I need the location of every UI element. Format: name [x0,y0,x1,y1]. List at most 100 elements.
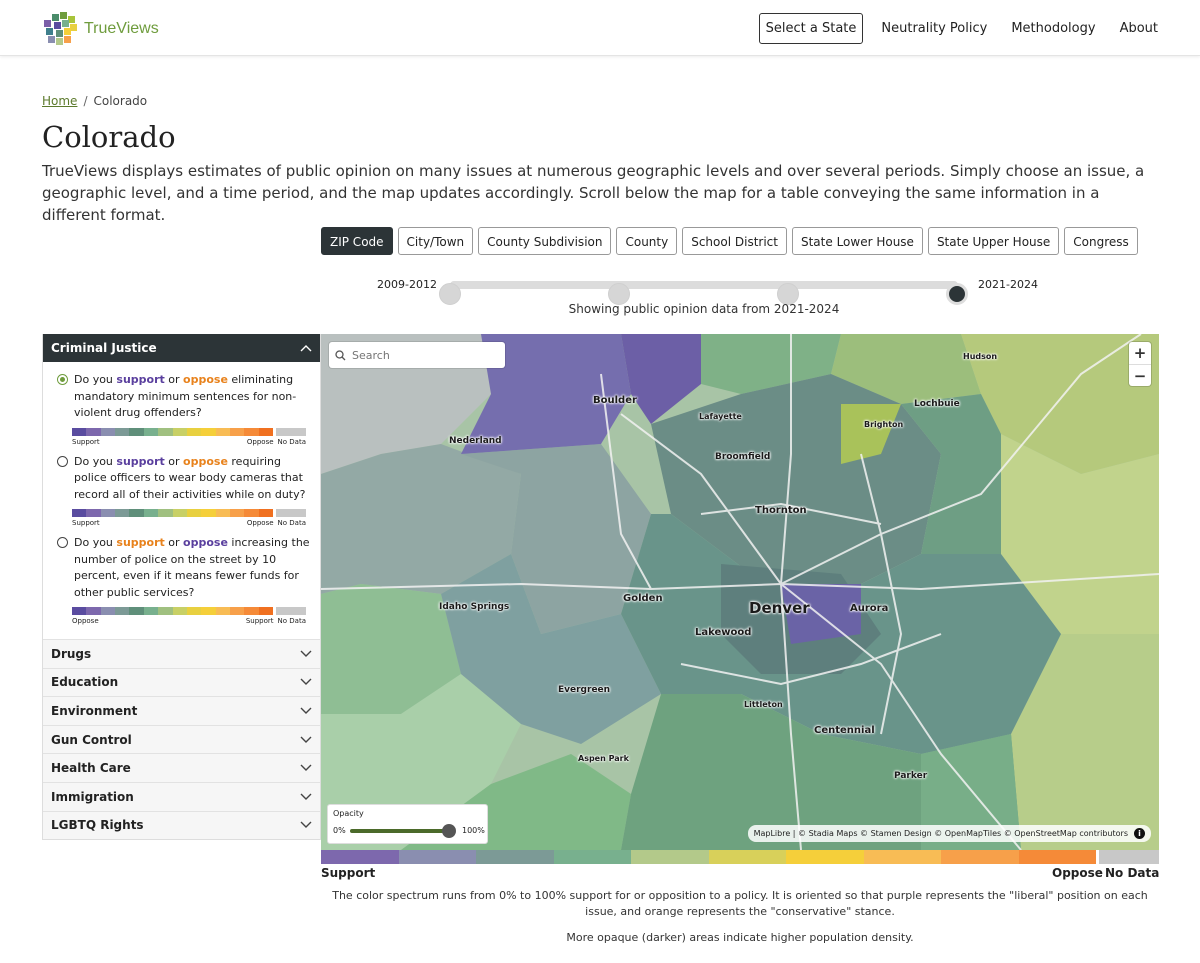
category-gun-control[interactable]: Gun Control [43,724,320,754]
legend-swatch [100,427,116,436]
select-state-button[interactable]: Select a State [758,13,864,44]
nav-methodology-link[interactable]: Methodology [1011,21,1096,36]
map-search[interactable] [329,342,505,368]
nav-about-link[interactable]: About [1119,21,1158,36]
question-or: or [164,536,184,549]
nav-neutrality-link[interactable]: Neutrality Policy [881,21,988,36]
city-label-denver: Denver [749,599,810,617]
category-criminal-justice[interactable]: Criminal Justice [43,334,320,362]
breadcrumb-home-link[interactable]: Home [42,94,78,108]
question-option[interactable]: Do you support or oppose increasing the … [57,535,312,601]
color-scale-legend [321,850,1159,864]
category-environment[interactable]: Environment [43,696,320,725]
legend-swatch [72,509,87,517]
category-label: LGBTQ Rights [51,818,144,833]
opacity-slider-track[interactable] [350,829,450,833]
legend-swatch [941,850,1019,864]
legend-swatch [201,509,216,517]
info-icon[interactable]: i [1134,828,1145,839]
question-rest: requiring police officers to wear body c… [74,454,306,501]
legend-explanation: The color spectrum runs from 0% to 100% … [332,889,1148,918]
time-period-slider: 2009-2012 2021-2024 [0,272,1200,305]
time-knob-1[interactable] [608,283,630,305]
chevron-down-icon [300,678,312,686]
map-attribution: MapLibre | © Stadia Maps © Stamen Design… [747,825,1151,842]
legend-swatch [229,509,245,517]
geo-tab-zip-code[interactable]: ZIP Code [321,227,393,255]
city-label-aspen-park: Aspen Park [578,754,629,763]
map-search-input[interactable] [352,348,492,362]
legend-nodata-swatch [276,509,307,517]
legend-swatch [158,509,173,517]
time-knob-0[interactable] [439,283,461,305]
brand-logo[interactable]: TrueViews [42,10,159,47]
zoom-out-button[interactable]: − [1129,364,1151,386]
legend-swatch [786,850,864,864]
opacity-slider-knob[interactable] [442,824,456,838]
city-label-boulder: Boulder [593,395,637,406]
legend-swatch [100,607,116,615]
legend-nodata-swatch [1099,850,1159,864]
legend-swatch [229,427,245,436]
radio-button[interactable] [57,537,68,548]
category-label: Health Care [51,761,131,776]
legend-swatch [229,607,245,615]
city-label-centennial: Centennial [814,725,875,736]
category-immigration[interactable]: Immigration [43,781,320,811]
legend-swatch [172,427,187,436]
question-legend: Oppose Support No Data [72,607,312,625]
category-health-care[interactable]: Health Care [43,753,320,782]
legend-swatch [258,607,274,615]
geo-tab-city-town[interactable]: City/Town [397,227,474,255]
question-option[interactable]: Do you support or oppose eliminating man… [57,372,312,422]
legend-swatch [143,607,159,615]
question-option[interactable]: Do you support or oppose requiring polic… [57,454,312,504]
legend-swatch [158,607,173,615]
question-support-word: support [116,454,165,468]
question-lead: Do you [74,373,117,386]
legend-swatch [186,607,202,615]
question-color-scale [72,509,307,517]
category-lgbtq-rights[interactable]: LGBTQ Rights [43,810,320,840]
question-legend: Support Oppose No Data [72,509,312,527]
page-title: Colorado [42,120,176,154]
geo-tab-county-subdivision[interactable]: County Subdivision [478,227,612,255]
zoom-in-button[interactable]: + [1133,344,1147,362]
legend-swatch [708,850,786,864]
criminal-justice-questions: Do you support or oppose eliminating man… [43,362,320,639]
question-legend-labels: Oppose Support No Data [72,617,306,625]
chevron-down-icon [300,707,312,714]
radio-button[interactable] [57,374,68,385]
legend-swatch [115,607,130,615]
legend-nodata-label: No Data [277,519,306,527]
time-slider-track[interactable] [439,281,968,305]
question-legend: Support Oppose No Data [72,427,312,446]
category-education[interactable]: Education [43,667,320,697]
geo-tab-county[interactable]: County [616,227,678,255]
question-text: Do you support or oppose increasing the … [74,535,312,601]
intro-text: TrueViews displays estimates of public o… [42,162,1145,224]
legend-swatch [215,427,230,436]
category-drugs[interactable]: Drugs [43,639,320,668]
geo-tab-state-lower-house[interactable]: State Lower House [791,227,923,255]
city-label-thornton: Thornton [755,505,807,516]
time-knob-2[interactable] [777,283,799,305]
geo-tab-congress[interactable]: Congress [1064,227,1138,255]
question-oppose-word: oppose [183,536,228,549]
opinion-map[interactable]: + − Boulder Lafayette Nederland Broomfie… [321,334,1159,850]
question-rest: eliminating mandatory minimum sentences … [74,373,297,419]
geo-tab-school-district[interactable]: School District [682,227,787,255]
legend-swatch [115,509,130,517]
city-label-lafayette: Lafayette [699,412,742,421]
question-color-scale [72,607,307,615]
legend-swatch [143,427,159,436]
legend-swatch [86,509,101,517]
time-knob-3[interactable] [946,283,968,305]
legend-swatch [172,607,187,615]
category-label: Drugs [51,646,92,661]
geo-tab-state-upper-house[interactable]: State Upper House [927,227,1060,255]
legend-nodata-swatch [276,427,307,436]
question-0: Do you support or oppose eliminating man… [57,372,312,446]
time-end-label: 2021-2024 [978,278,1038,291]
radio-button[interactable] [57,455,68,467]
